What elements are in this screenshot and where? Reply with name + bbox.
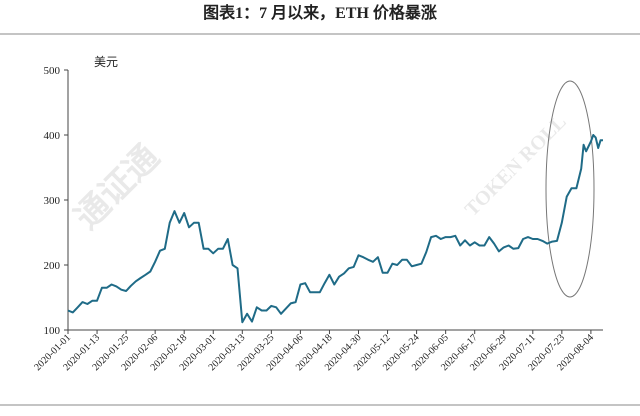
watermark-subtext: TOKEN ROLL (461, 111, 571, 221)
y-tick-label: 400 (44, 130, 61, 142)
watermark: 通证通 (68, 138, 166, 236)
watermark: TOKEN ROLL (461, 111, 571, 221)
y-tick-label: 200 (44, 260, 61, 272)
y-axis-label: 美元 (94, 55, 118, 69)
price-line (67, 134, 603, 324)
y-tick-label: 500 (44, 65, 61, 77)
y-tick-label: 100 (44, 325, 61, 337)
chart-title: 图表1：7 月以来，ETH 价格暴涨 (203, 3, 437, 22)
watermark-text: 通证通 (68, 138, 166, 236)
y-tick-label: 300 (44, 195, 61, 207)
highlight-ellipse (545, 80, 595, 298)
